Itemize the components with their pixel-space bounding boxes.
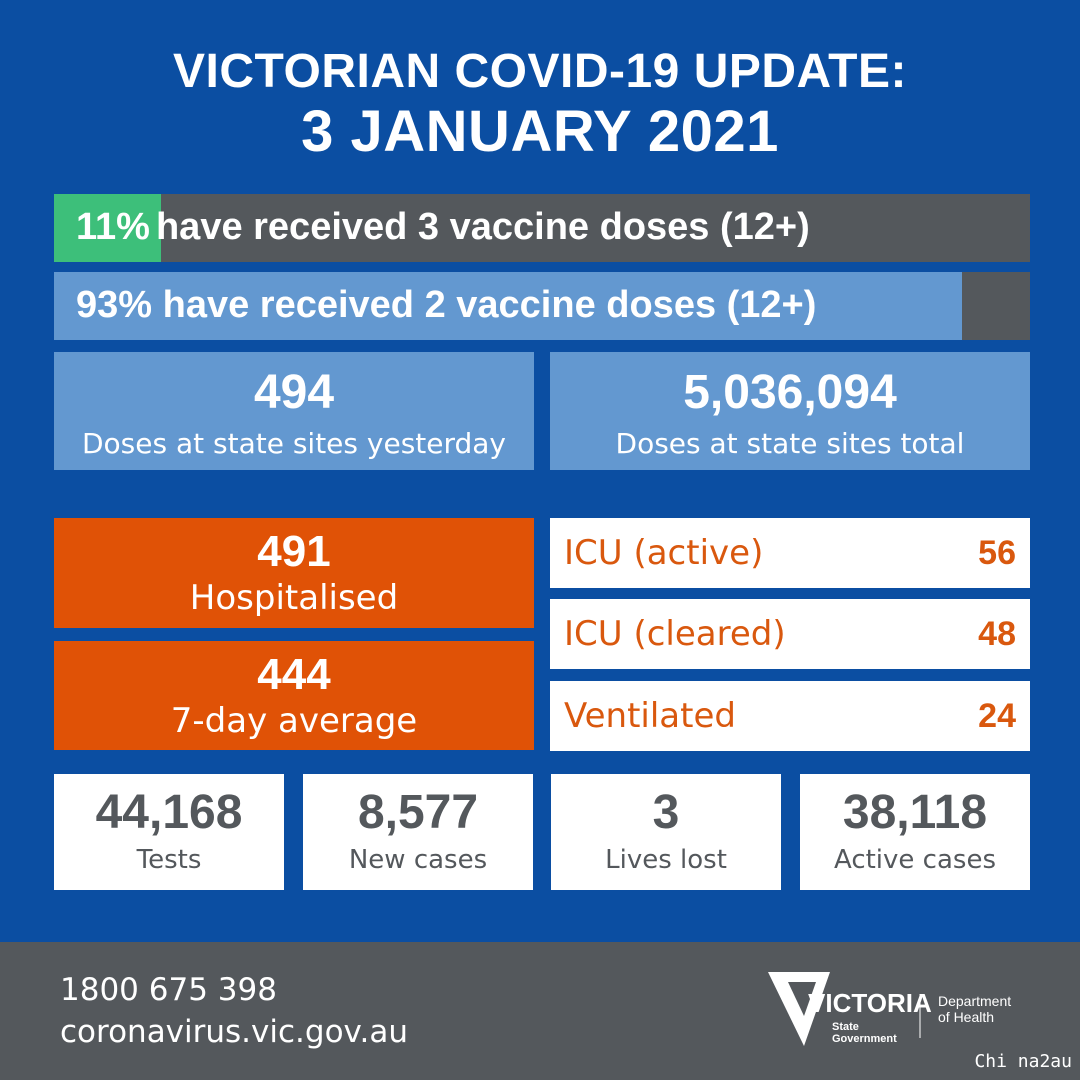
website-link[interactable]: coronavirus.vic.gov.au: [60, 1014, 408, 1050]
two-dose-text: 93% have received 2 vaccine doses (12+): [76, 284, 817, 326]
seven-day-average-value: 444: [257, 650, 331, 699]
icu-cleared-value: 48: [978, 614, 1016, 653]
active-cases-label: Active cases: [833, 845, 996, 875]
footer: 1800 675 398 coronavirus.vic.gov.au VICT…: [0, 942, 1080, 1080]
watermark: Chi na2au: [974, 1051, 1072, 1072]
ventilated-value: 24: [978, 696, 1016, 735]
doses-yesterday-value: 494: [253, 366, 335, 419]
two-dose-fill: [54, 272, 962, 340]
icu-active-value: 56: [978, 533, 1016, 572]
doses-yesterday-label: Doses at state sites yesterday: [81, 427, 507, 460]
icu-active-row: ICU (active) 56: [550, 518, 1030, 588]
seven-day-average-card: 444 7-day average: [54, 641, 534, 750]
logo-text: VICTORIA: [808, 988, 932, 1018]
new-cases-card: 8,577 New cases: [303, 774, 533, 890]
doses-yesterday-card: 494 Doses at state sites yesterday: [54, 352, 534, 470]
active-cases-value: 38,118: [842, 786, 988, 839]
lives-lost-card: 3 Lives lost: [551, 774, 781, 890]
lives-lost-label: Lives lost: [605, 845, 727, 875]
hospitalised-card: 491 Hospitalised: [54, 518, 534, 628]
title-line-1: VICTORIAN COVID-19 UPDATE:: [173, 45, 907, 98]
doses-total-card: 5,036,094 Doses at state sites total: [550, 352, 1030, 470]
tests-card: 44,168 Tests: [54, 774, 284, 890]
victoria-state-government-logo: VICTORIA State Government Department of …: [768, 972, 1011, 1046]
dept-line-2: of Health: [938, 1009, 994, 1025]
three-dose-percent: 11%: [76, 206, 150, 248]
doses-total-label: Doses at state sites total: [615, 427, 965, 460]
icu-cleared-label: ICU (cleared): [564, 614, 786, 654]
three-dose-progress-bar: 11% have received 3 vaccine doses (12+): [54, 194, 1030, 262]
title-date: 3 JANUARY 2021: [301, 99, 779, 164]
active-cases-card: 38,118 Active cases: [800, 774, 1030, 890]
lives-lost-value: 3: [652, 786, 680, 839]
icu-active-label: ICU (active): [564, 533, 764, 573]
two-dose-progress-bar: 93% have received 2 vaccine doses (12+): [54, 272, 1030, 340]
three-dose-fill: [54, 194, 162, 262]
ventilated-row: Ventilated 24: [550, 681, 1030, 751]
hospitalised-value: 491: [257, 527, 331, 576]
dept-line-1: Department: [938, 993, 1011, 1009]
tests-value: 44,168: [95, 786, 243, 839]
new-cases-label: New cases: [348, 845, 488, 875]
phone-number: 1800 675 398: [60, 972, 277, 1008]
logo-sub-state: State: [832, 1021, 859, 1033]
three-dose-text: have received 3 vaccine doses (12+): [155, 206, 810, 248]
seven-day-average-label: 7-day average: [170, 701, 418, 741]
hospitalised-label: Hospitalised: [189, 578, 399, 618]
tests-label: Tests: [136, 845, 202, 875]
victoria-v-icon: [768, 972, 830, 1046]
icu-cleared-row: ICU (cleared) 48: [550, 599, 1030, 669]
new-cases-value: 8,577: [357, 786, 479, 839]
ventilated-label: Ventilated: [564, 696, 736, 736]
logo-sub-government: Government: [832, 1033, 897, 1045]
doses-total-value: 5,036,094: [683, 366, 897, 419]
